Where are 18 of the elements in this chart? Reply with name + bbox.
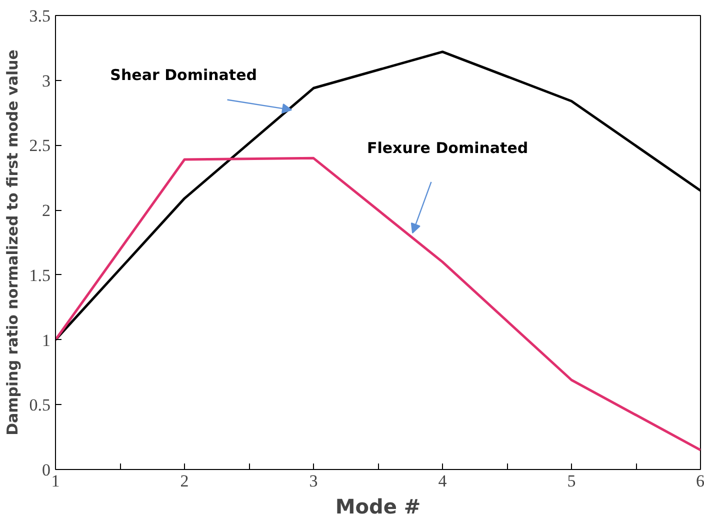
line-series [56, 156, 700, 452]
y-tick-label: 1 [42, 330, 50, 350]
x-tick-label: 3 [309, 472, 318, 490]
x-tick-label: 2 [180, 472, 189, 490]
y-tick-label: 1.5 [29, 266, 50, 285]
x-tick-label: 5 [567, 472, 576, 490]
y-axis-title: Damping ratio normalized to first mode value [3, 50, 22, 436]
y-tick-label: 0.5 [29, 396, 50, 415]
text: Shear Dominated [110, 66, 257, 84]
y-tick-label: 0 [42, 460, 50, 480]
x-tick-label: 6 [696, 472, 704, 490]
x-tick-label: 4 [438, 472, 448, 490]
y-tick-label: 3.5 [29, 6, 50, 26]
y-tick-label: 3 [42, 71, 50, 90]
y-tick-label: 2 [42, 201, 50, 220]
text: Flexure Dominated [366, 139, 528, 158]
x-axis-title: Mode # [335, 494, 421, 518]
y-tick-label: 2.5 [29, 136, 50, 156]
